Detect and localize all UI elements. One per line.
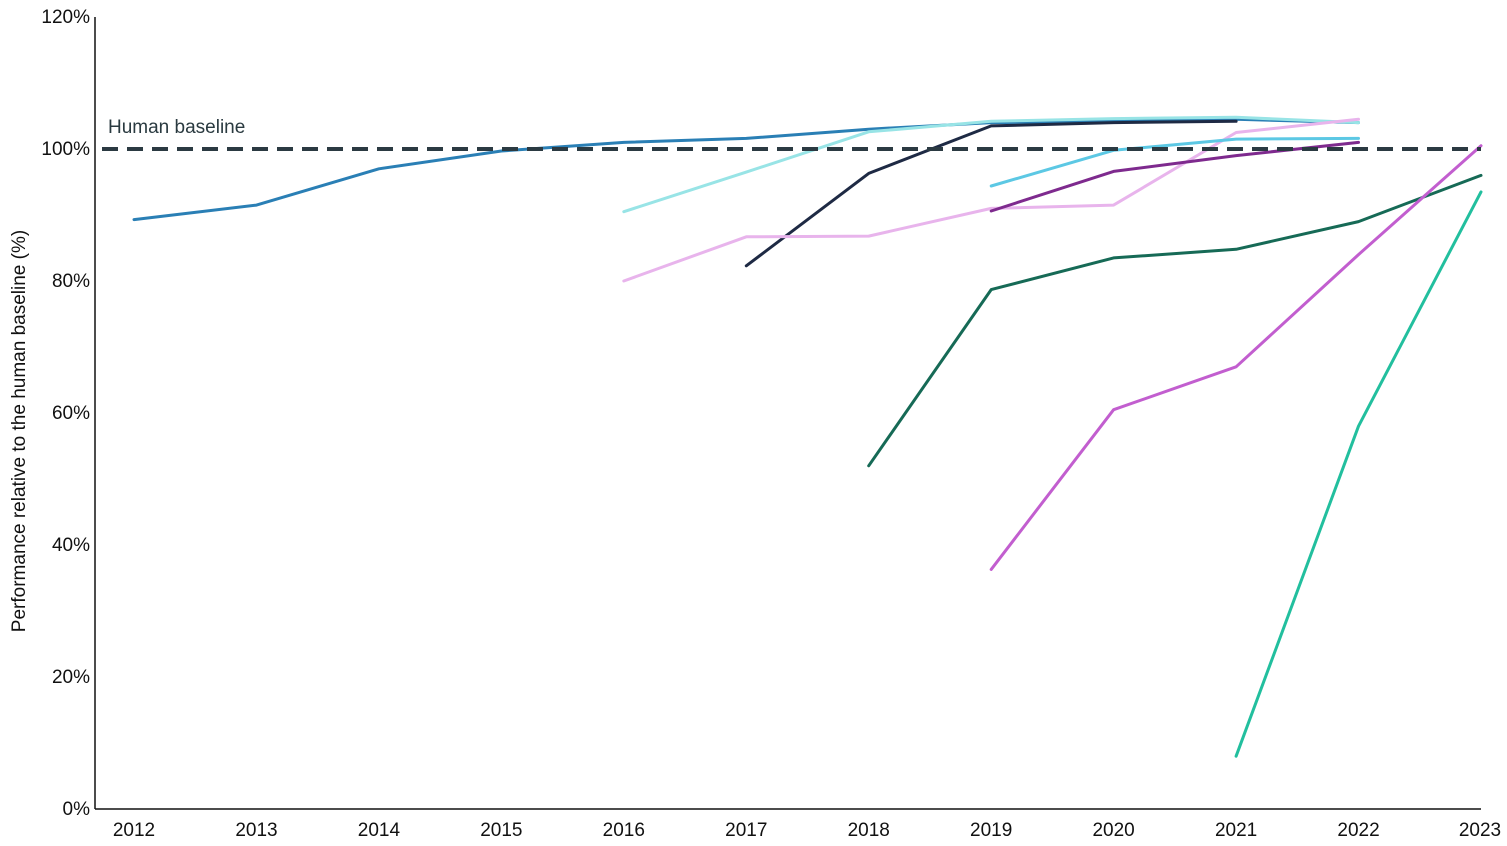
y-tick-label: 20% [52,667,90,688]
series-line-4 [622,117,1360,283]
x-tick-label: 2017 [725,820,767,841]
x-tick-label: 2019 [970,820,1012,841]
series-line-2 [622,115,1360,214]
series-line-6 [989,140,1360,213]
x-tick-label: 2018 [848,820,890,841]
x-tick-label: 2022 [1337,820,1379,841]
series-line-9 [1234,190,1483,758]
x-tick-label: 2012 [113,820,155,841]
x-tick-label: 2016 [603,820,645,841]
axes [94,17,1481,810]
x-tick-label: 2015 [480,820,522,841]
x-tick-label: 2021 [1215,820,1257,841]
x-tick-label: 2013 [235,820,277,841]
series-line-7 [867,173,1483,468]
y-tick-label: 40% [52,535,90,556]
y-tick-label: 60% [52,403,90,424]
tick-labels: 0% 20% 40% 60% 80% 100% 120% 2012 2013 2014 2015 20… [41,7,1501,841]
x-tick-label: 2014 [358,820,401,841]
human-baseline-label: Human baseline [108,117,245,138]
series-line-1 [132,117,1360,222]
y-tick-label: 80% [52,271,90,292]
y-axis-title: Performance relative to the human baseli… [9,230,30,632]
series-line-3 [744,119,1238,268]
series-line-5 [989,136,1360,188]
y-tick-label: 120% [41,7,90,28]
human-baseline: Human baseline [102,117,1481,151]
x-tick-label: 2023 [1459,820,1501,841]
y-tick-label: 0% [63,799,91,820]
series-lines [132,115,1483,758]
axis-titles: Performance relative to the human baseli… [9,230,30,632]
y-tick-label: 100% [41,139,90,160]
series-line-8 [989,144,1483,571]
x-tick-label: 2020 [1092,820,1134,841]
